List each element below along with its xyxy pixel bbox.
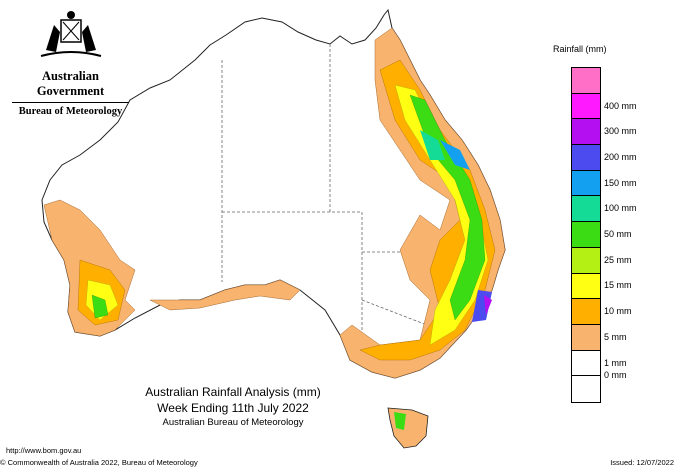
tasmania — [387, 407, 429, 449]
government-crest-block: Australian Government Bureau of Meteorol… — [8, 10, 133, 117]
legend-label: 300 mm — [604, 126, 637, 137]
legend-label: 200 mm — [604, 151, 637, 162]
legend-swatch — [572, 350, 600, 377]
legend-swatch — [572, 145, 600, 171]
map-title-line1: Australian Rainfall Analysis (mm) — [145, 385, 321, 399]
legend-label: 15 mm — [604, 280, 632, 291]
map-title: Australian Rainfall Analysis (mm) Week E… — [118, 385, 348, 428]
map-title-line3: Australian Bureau of Meteorology — [162, 417, 304, 428]
bom-url-link[interactable]: http://www.bom.gov.au — [6, 446, 82, 455]
legend-swatch — [572, 376, 600, 402]
legend-title: Rainfall (mm) — [553, 44, 607, 54]
state-borders — [221, 44, 480, 340]
legend-label: 0 mm — [604, 370, 627, 381]
rain-heavy — [420, 130, 492, 322]
legend-label: 10 mm — [604, 306, 632, 317]
legend-swatch — [572, 324, 600, 351]
government-label: Australian Government — [36, 69, 105, 98]
legend-swatch — [572, 68, 600, 94]
legend-swatch — [572, 273, 600, 300]
legend-colorbar — [571, 67, 601, 403]
legend-swatch — [572, 93, 600, 120]
legend-swatch — [572, 119, 600, 146]
legend-swatch — [572, 196, 600, 223]
coat-of-arms-icon — [40, 11, 101, 57]
copyright-text: © Commonwealth of Australia 2022, Bureau… — [0, 458, 198, 467]
legend-label: 25 mm — [604, 254, 632, 265]
legend-label: 100 mm — [604, 203, 637, 214]
australia-rainfall-map — [41, 8, 506, 449]
legend-label: 50 mm — [604, 229, 632, 240]
legend-swatch — [572, 222, 600, 248]
legend-label: 150 mm — [604, 177, 637, 188]
legend-label: 400 mm — [604, 100, 637, 111]
issued-date: Issued: 12/07/2022 — [610, 458, 674, 467]
map-title-line2: Week Ending 11th July 2022 — [157, 401, 309, 415]
legend-label: 1 mm — [604, 357, 627, 368]
legend-swatch — [572, 170, 600, 197]
legend-label: 5 mm — [604, 331, 627, 342]
legend-swatch — [572, 247, 600, 274]
agency-label: Bureau of Meteorology — [18, 106, 123, 117]
legend-swatch — [572, 299, 600, 325]
